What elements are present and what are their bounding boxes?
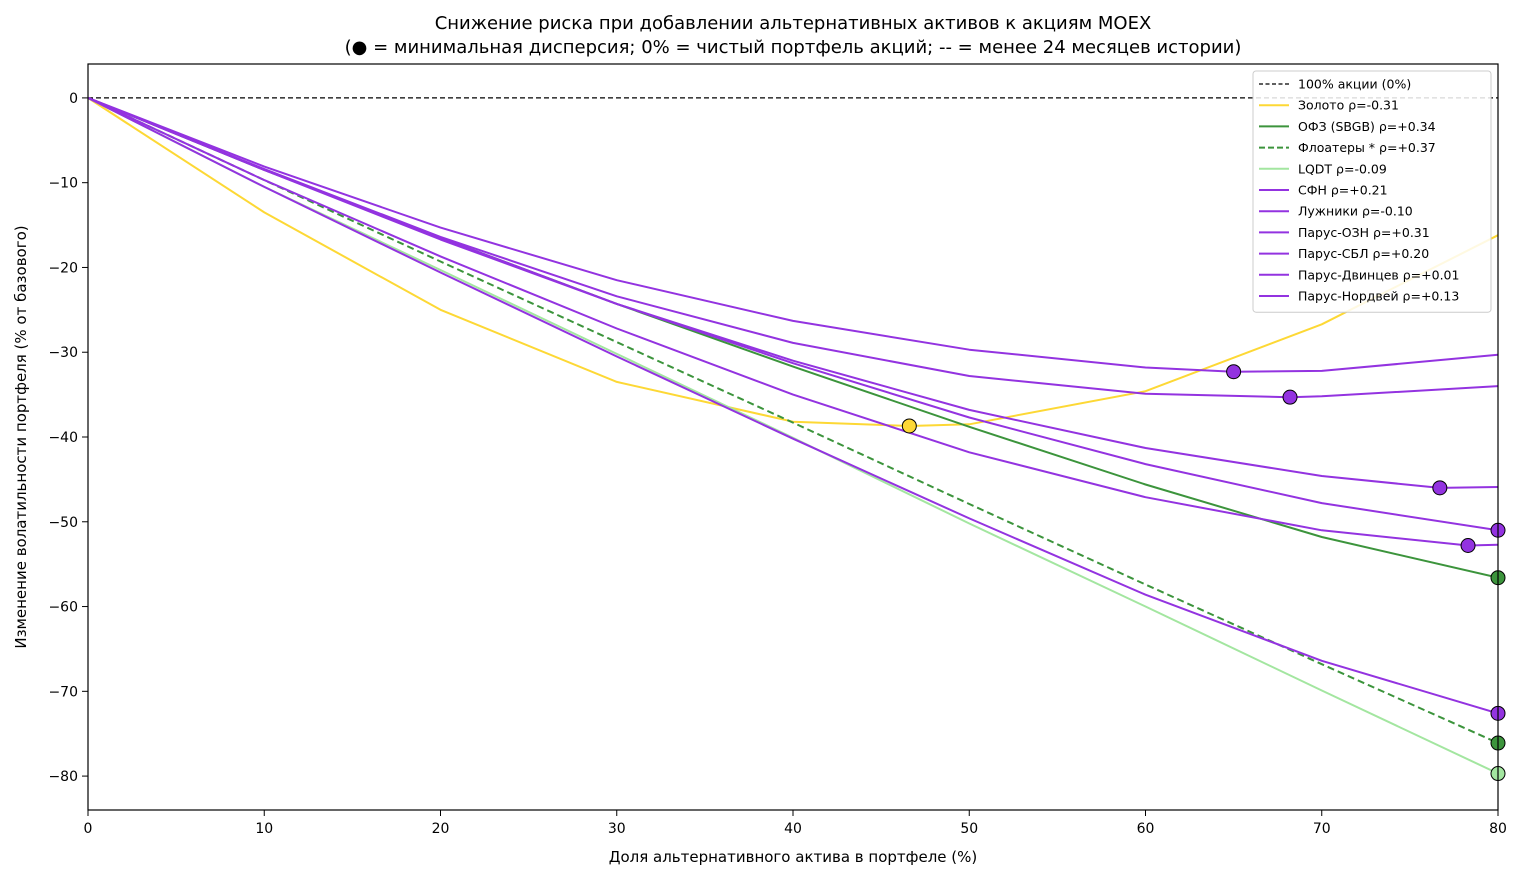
y-tick-label: −10	[48, 176, 78, 192]
series-line-2	[88, 96, 1498, 744]
legend-label-0: 100% акции (0%)	[1298, 77, 1411, 92]
series-group	[88, 96, 1498, 775]
x-tick-label: 50	[960, 821, 978, 837]
series-line-0	[88, 97, 1498, 427]
legend-label-10: Парус-Нордвей ρ=+0.13	[1298, 289, 1459, 304]
y-tick-label: −40	[48, 430, 78, 446]
x-tick-label: 80	[1489, 821, 1507, 837]
legend-label-9: Парус-Двинцев ρ=+0.01	[1298, 267, 1459, 282]
legend-label-2: ОФЗ (SBGB) ρ=+0.34	[1298, 119, 1436, 134]
series-line-7	[88, 96, 1498, 489]
x-tick-label: 30	[608, 821, 626, 837]
min-variance-marker-7	[1432, 480, 1448, 496]
y-tick-label: 0	[69, 91, 78, 107]
legend-label-3: Флоатеры * ρ=+0.37	[1298, 140, 1436, 155]
x-tick-label: 20	[432, 821, 450, 837]
legend-label-7: Парус-ОЗН ρ=+0.31	[1298, 225, 1430, 240]
x-tick-label: 60	[1137, 821, 1155, 837]
y-tick-label: −30	[48, 345, 78, 361]
series-line-5	[88, 96, 1498, 373]
min-variance-marker-0	[901, 418, 917, 434]
series-line-9	[88, 97, 1498, 715]
min-variance-marker-8	[1460, 538, 1476, 554]
min-variance-marker-5	[1226, 364, 1242, 380]
legend: 100% акции (0%) Золото ρ=-0.31 ОФЗ (SBGB) …	[1252, 70, 1492, 313]
y-tick-label: −80	[48, 769, 78, 785]
y-tick-label: −50	[48, 515, 78, 531]
min-variance-marker-6	[1282, 389, 1298, 405]
y-axis-label: Изменение волатильности портфеля (% от б…	[12, 225, 30, 648]
x-axis-label: Доля альтернативного актива в портфеле (…	[609, 848, 978, 866]
chart-title: Снижение риска при добавлении альтернати…	[435, 13, 1152, 34]
y-tick-label: −60	[48, 600, 78, 616]
legend-label-6: Лужники ρ=-0.10	[1298, 204, 1413, 219]
legend-label-1: Золото ρ=-0.31	[1298, 98, 1399, 113]
series-line-8	[88, 96, 1498, 547]
chart-subtitle: (● = минимальная дисперсия; 0% = чистый …	[345, 37, 1242, 58]
y-tick-label: −20	[48, 260, 78, 276]
legend-label-4: LQDT ρ=-0.09	[1298, 161, 1387, 176]
legend-label-8: Парус-СБЛ ρ=+0.20	[1298, 246, 1429, 261]
x-tick-label: 0	[84, 821, 93, 837]
legend-box	[1252, 70, 1492, 313]
x-tick-label: 10	[255, 821, 273, 837]
x-tick-label: 70	[1313, 821, 1331, 837]
y-tick-label: −70	[48, 684, 78, 700]
legend-label-5: СФН ρ=+0.21	[1298, 183, 1388, 198]
x-tick-label: 40	[784, 821, 802, 837]
plot-area: 0 10 20 30 40 50 60 70 80 0 −10 −20 −30 −40 −50 −60 −70 −…	[48, 63, 1507, 837]
